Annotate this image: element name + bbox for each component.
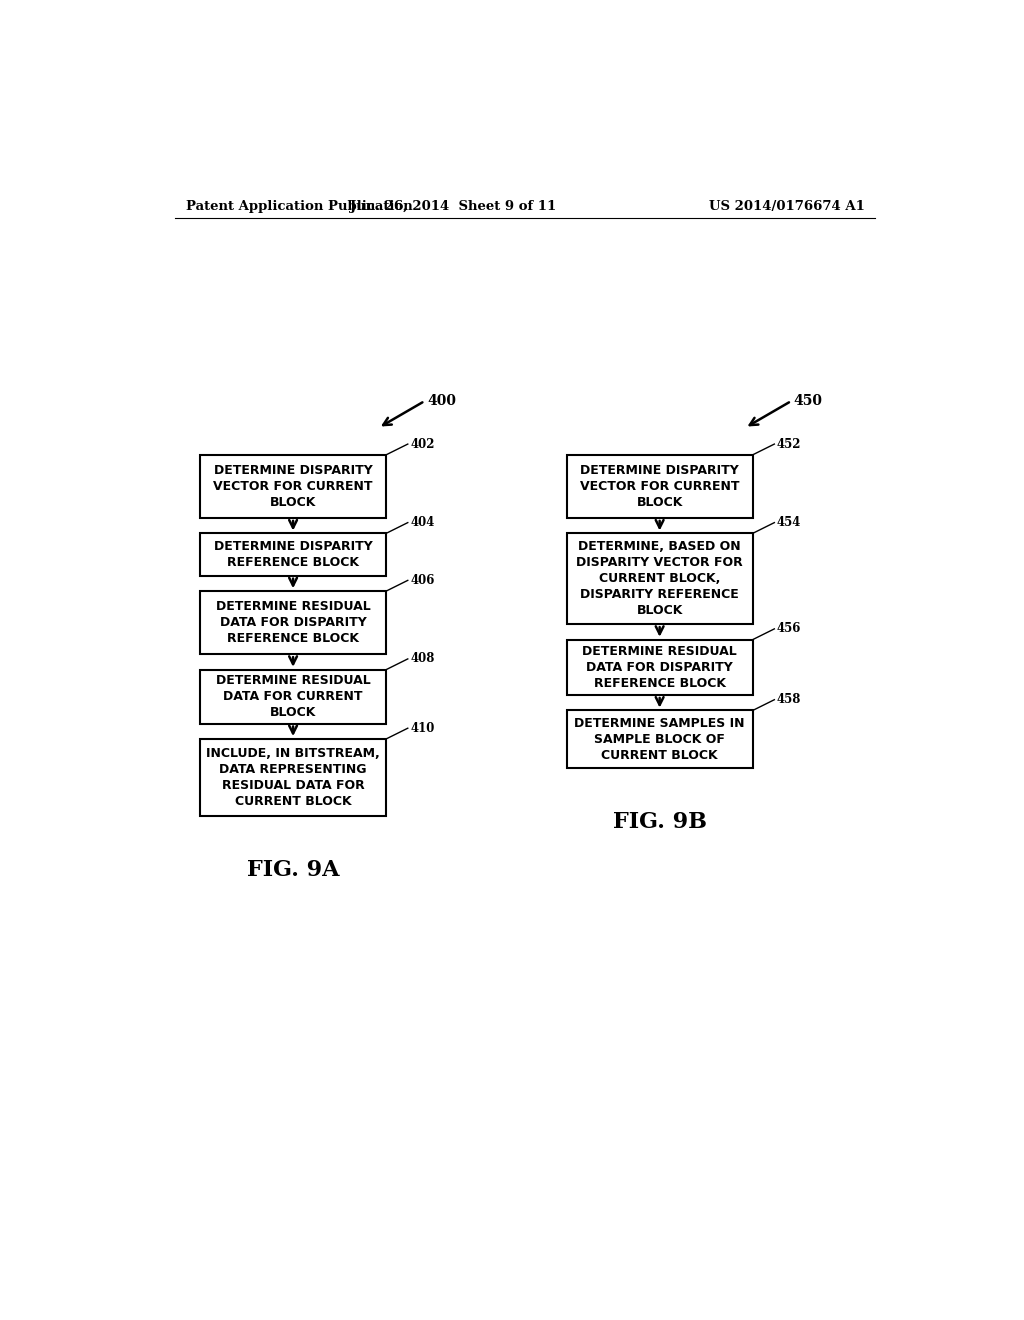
Bar xyxy=(566,533,753,624)
Text: DETERMINE DISPARITY
VECTOR FOR CURRENT
BLOCK: DETERMINE DISPARITY VECTOR FOR CURRENT B… xyxy=(580,463,739,510)
Text: DETERMINE, BASED ON
DISPARITY VECTOR FOR
CURRENT BLOCK,
DISPARITY REFERENCE
BLOC: DETERMINE, BASED ON DISPARITY VECTOR FOR… xyxy=(577,540,743,618)
Text: 406: 406 xyxy=(410,574,434,587)
Text: Jun. 26, 2014  Sheet 9 of 11: Jun. 26, 2014 Sheet 9 of 11 xyxy=(350,199,557,213)
Text: DETERMINE SAMPLES IN
SAMPLE BLOCK OF
CURRENT BLOCK: DETERMINE SAMPLES IN SAMPLE BLOCK OF CUR… xyxy=(574,717,744,762)
Text: FIG. 9A: FIG. 9A xyxy=(247,859,339,880)
Text: 404: 404 xyxy=(410,516,434,529)
Text: 402: 402 xyxy=(410,437,434,450)
Text: 450: 450 xyxy=(794,393,822,408)
Text: Patent Application Publication: Patent Application Publication xyxy=(186,199,413,213)
Bar xyxy=(200,739,386,816)
Text: FIG. 9B: FIG. 9B xyxy=(612,810,707,833)
Text: 456: 456 xyxy=(776,622,801,635)
Text: 452: 452 xyxy=(776,437,801,450)
Text: 410: 410 xyxy=(410,722,434,735)
Text: DETERMINE DISPARITY
REFERENCE BLOCK: DETERMINE DISPARITY REFERENCE BLOCK xyxy=(214,540,373,569)
Text: 408: 408 xyxy=(410,652,434,665)
Text: DETERMINE RESIDUAL
DATA FOR CURRENT
BLOCK: DETERMINE RESIDUAL DATA FOR CURRENT BLOC… xyxy=(216,675,371,719)
Bar xyxy=(566,710,753,768)
Bar xyxy=(200,669,386,723)
Text: 458: 458 xyxy=(776,693,801,706)
Text: INCLUDE, IN BITSTREAM,
DATA REPRESENTING
RESIDUAL DATA FOR
CURRENT BLOCK: INCLUDE, IN BITSTREAM, DATA REPRESENTING… xyxy=(206,747,380,808)
Text: 400: 400 xyxy=(427,393,456,408)
Text: DETERMINE RESIDUAL
DATA FOR DISPARITY
REFERENCE BLOCK: DETERMINE RESIDUAL DATA FOR DISPARITY RE… xyxy=(216,601,371,645)
Text: DETERMINE DISPARITY
VECTOR FOR CURRENT
BLOCK: DETERMINE DISPARITY VECTOR FOR CURRENT B… xyxy=(213,463,373,510)
Bar xyxy=(200,533,386,576)
Text: US 2014/0176674 A1: US 2014/0176674 A1 xyxy=(710,199,865,213)
Bar xyxy=(200,591,386,655)
Text: 454: 454 xyxy=(776,516,801,529)
Bar xyxy=(200,455,386,517)
Bar xyxy=(566,455,753,517)
Bar xyxy=(566,640,753,696)
Text: DETERMINE RESIDUAL
DATA FOR DISPARITY
REFERENCE BLOCK: DETERMINE RESIDUAL DATA FOR DISPARITY RE… xyxy=(583,645,737,690)
